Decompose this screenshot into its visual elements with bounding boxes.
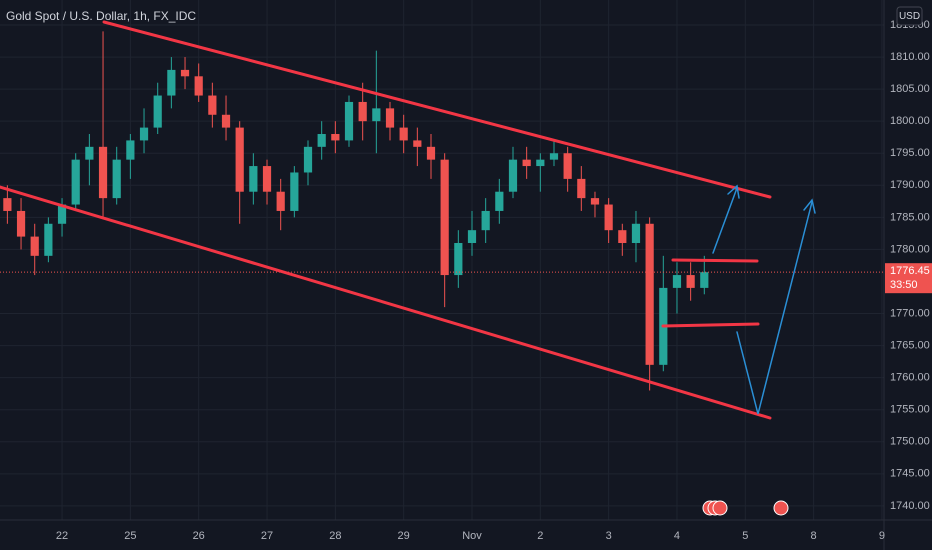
last-price-label: 1776.45 [890,265,930,277]
candle-body [167,69,176,96]
countdown-label: 33:50 [890,279,918,291]
candle-body [508,159,518,192]
y-tick-label: 1785.00 [890,211,930,223]
currency-button[interactable] [896,6,923,26]
candle-body [536,159,545,167]
candle-body [249,166,258,192]
x-tick-label: Nov [462,530,482,542]
y-tick-label: 1810.00 [890,51,930,63]
x-tick-label: 5 [742,530,748,542]
drawings [0,20,816,420]
candle-body [372,108,381,122]
candle-body [358,101,367,122]
x-tick-label: 3 [606,530,612,542]
axes: 1740.00 1745.00 1750.00 1755.00 1760.00 1765.… [56,19,932,542]
x-tick-label: 2 [537,530,543,542]
event-icon[interactable] [773,500,789,516]
candle-body [686,275,695,288]
candle-body [153,95,162,128]
candle-body [235,127,244,192]
candle-body [262,166,272,192]
x-tick-label: 27 [261,530,273,542]
candle-body [221,114,231,128]
last-price-box [885,263,932,294]
candle-body [413,140,422,147]
candle-body [180,69,190,77]
y-tick-label: 1750.00 [890,436,930,448]
candle-body [577,178,586,199]
candle-body [672,275,682,288]
y-tick-label: 1760.00 [890,372,930,384]
y-tick-label: 1800.00 [890,115,930,127]
x-tick-label: 9 [879,530,885,542]
candle-body [700,272,709,288]
y-tick-label: 1805.00 [890,83,930,95]
candle-body [276,191,285,211]
candle-body [454,243,463,276]
candle-body [590,198,600,205]
candle-body [85,146,94,160]
x-tick-label: 29 [398,530,410,542]
lower-trendline [0,185,772,420]
currency-label: USD [899,11,920,22]
upper-trendline [102,20,772,199]
candle-body [194,76,203,96]
candle-body [467,230,477,244]
candle-body [98,146,108,199]
y-tick-label: 1770.00 [890,307,930,319]
candle-body [604,204,613,231]
support-line [661,322,760,328]
candles [0,31,884,391]
arrow-path [736,201,813,415]
y-tick-label: 1790.00 [890,179,930,191]
candle-body [385,108,395,128]
x-tick-label: 8 [811,530,817,542]
arrow-head [727,184,740,199]
chart-title: Gold Spot / U.S. Dollar, 1h, FX_IDC [6,9,196,23]
candle-body [126,140,135,160]
candle-body [495,191,504,211]
y-tick-label: 1780.00 [890,243,930,255]
candle-body [549,153,559,160]
candle-body [317,134,326,147]
candle-body [399,127,408,141]
candle-body [3,198,12,211]
arrow-up-short [712,187,738,254]
candle-body [522,159,531,167]
x-tick-label: 4 [674,530,680,542]
candle-body [16,210,26,237]
event-icon[interactable] [712,500,728,516]
candle-body [139,127,149,141]
candle-body [481,210,490,231]
candle-body [426,146,436,160]
y-tick-label: 1745.00 [890,468,930,480]
candle-body [618,230,627,244]
candle-body [440,159,449,276]
candle-body [208,95,217,115]
y-tick-label: 1755.00 [890,404,930,416]
x-tick-label: 25 [124,530,136,542]
x-tick-label: 28 [329,530,341,542]
y-tick-label: 1795.00 [890,147,930,159]
candle-body [57,204,67,224]
candle-body [563,153,572,179]
y-tick-label: 1765.00 [890,340,930,352]
resistance-line [671,258,759,263]
x-tick-label: 26 [193,530,205,542]
candle-body [44,223,53,256]
candle-body [303,146,313,173]
candle-body [71,159,80,205]
candle-body [112,159,121,199]
candle-body [30,236,39,256]
event-icons [702,500,789,516]
arrow-head [803,198,816,214]
candle-body [331,134,340,141]
x-tick-label: 22 [56,530,68,542]
candle-body [344,101,354,141]
candle-body [290,172,299,211]
candle-body [631,223,641,244]
y-tick-label: 1740.00 [890,500,930,512]
candle-body [645,223,654,365]
